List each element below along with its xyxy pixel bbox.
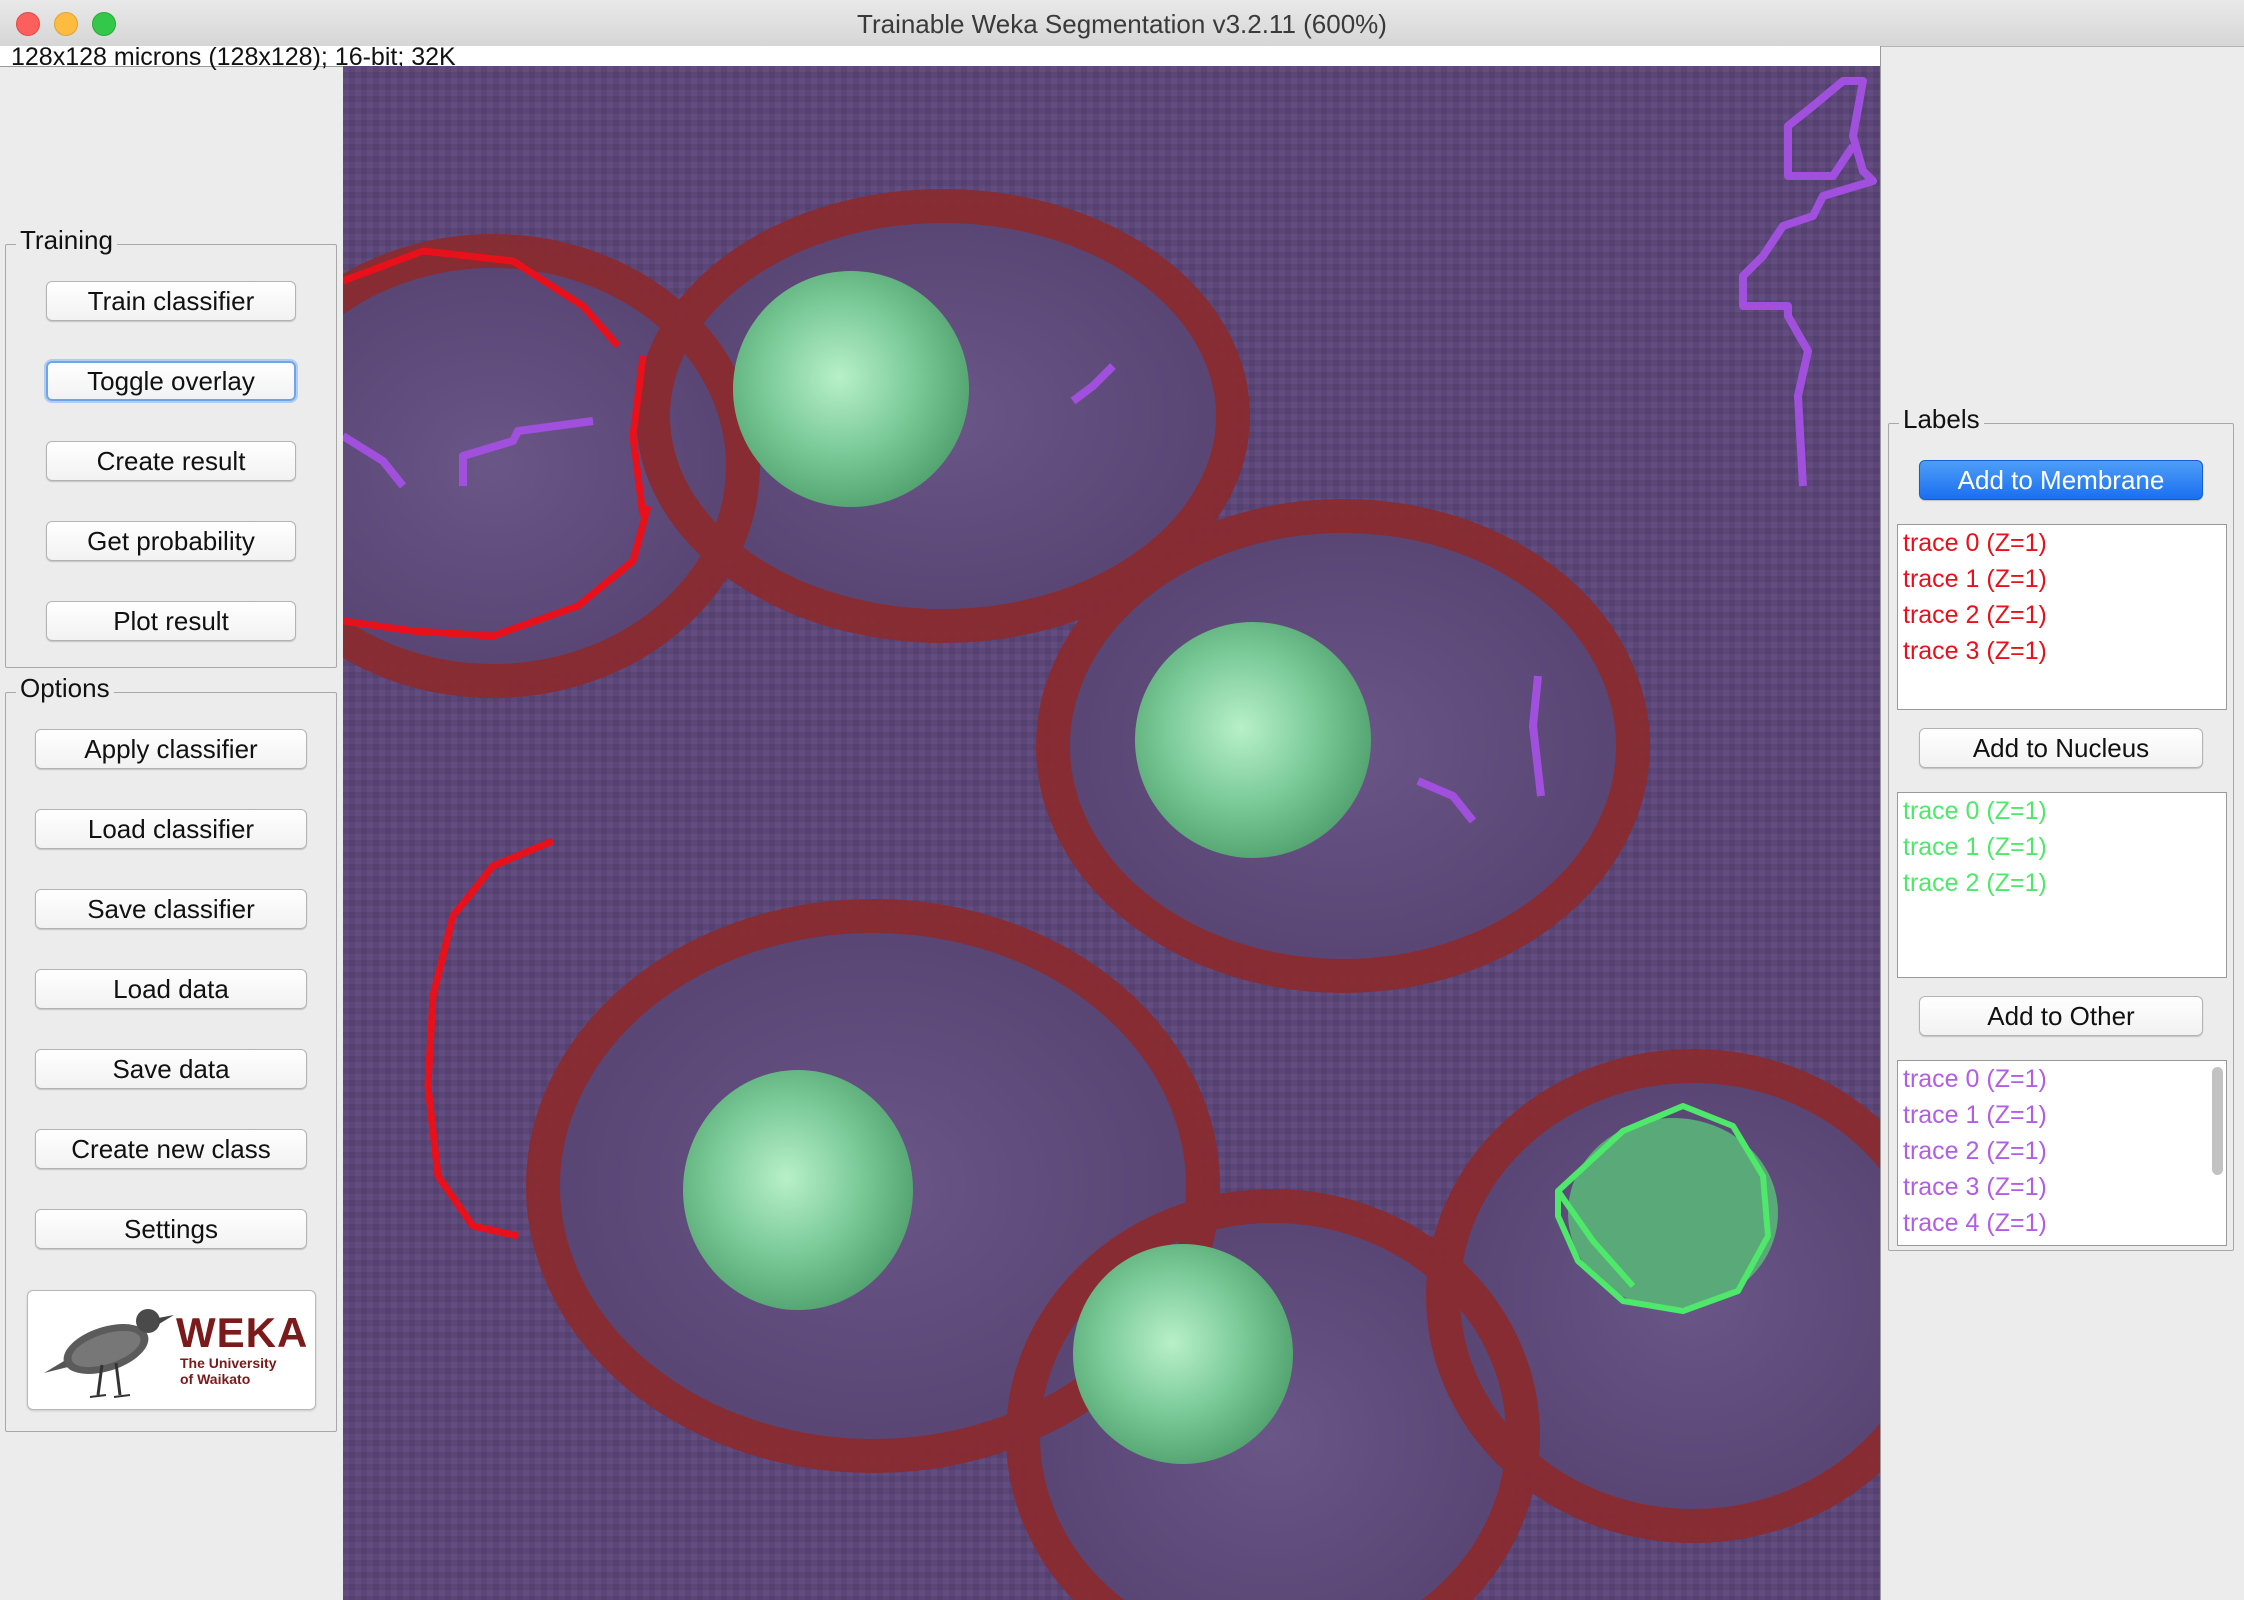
membrane-overlay	[343, 189, 1880, 1600]
membrane-trace-item[interactable]: trace 2 (Z=1)	[1903, 601, 2047, 629]
segmentation-overlay[interactable]	[343, 66, 1880, 1600]
other-trace-list[interactable]: trace 0 (Z=1) trace 1 (Z=1) trace 2 (Z=1…	[1897, 1060, 2227, 1246]
close-window-button[interactable]	[16, 12, 40, 36]
add-to-nucleus-button[interactable]: Add to Nucleus	[1919, 728, 2203, 768]
apply-classifier-button[interactable]: Apply classifier	[35, 729, 307, 769]
other-trace-item[interactable]: trace 0 (Z=1)	[1903, 1065, 2047, 1093]
image-info-bar: 128x128 microns (128x128); 16-bit; 32K	[0, 43, 1881, 71]
image-canvas[interactable]	[343, 66, 1880, 1600]
load-classifier-button[interactable]: Load classifier	[35, 809, 307, 849]
membrane-trace-list[interactable]: trace 0 (Z=1) trace 1 (Z=1) trace 2 (Z=1…	[1897, 524, 2227, 710]
train-classifier-button[interactable]: Train classifier	[46, 281, 296, 321]
other-traces	[343, 77, 1877, 824]
membrane-trace-item[interactable]: trace 1 (Z=1)	[1903, 565, 2047, 593]
save-classifier-button[interactable]: Save classifier	[35, 889, 307, 929]
labels-panel: Labels Add to Membrane trace 0 (Z=1) tra…	[1888, 404, 2234, 1251]
training-panel: Training Train classifier Toggle overlay…	[5, 225, 337, 668]
weka-bird-icon	[44, 1309, 174, 1398]
options-panel: Options Apply classifier Load classifier…	[5, 673, 337, 1432]
other-trace-item[interactable]: trace 1 (Z=1)	[1903, 1101, 2047, 1129]
save-data-button[interactable]: Save data	[35, 1049, 307, 1089]
load-data-button[interactable]: Load data	[35, 969, 307, 1009]
window-title: Trainable Weka Segmentation v3.2.11 (600…	[857, 9, 1387, 39]
toggle-overlay-button[interactable]: Toggle overlay	[46, 361, 296, 401]
membrane-trace-item[interactable]: trace 3 (Z=1)	[1903, 637, 2047, 665]
plot-result-button[interactable]: Plot result	[46, 601, 296, 641]
add-to-other-button[interactable]: Add to Other	[1919, 996, 2203, 1036]
weka-logo-word: WEKA	[176, 1309, 309, 1356]
create-new-class-button[interactable]: Create new class	[35, 1129, 307, 1169]
nucleus-trace-item[interactable]: trace 0 (Z=1)	[1903, 797, 2047, 825]
membrane-trace-item[interactable]: trace 0 (Z=1)	[1903, 529, 2047, 557]
get-probability-button[interactable]: Get probability	[46, 521, 296, 561]
add-to-membrane-button[interactable]: Add to Membrane	[1919, 460, 2203, 500]
create-result-button[interactable]: Create result	[46, 441, 296, 481]
zoom-window-button[interactable]	[92, 12, 116, 36]
other-trace-item[interactable]: trace 2 (Z=1)	[1903, 1137, 2047, 1165]
nucleus-trace-item[interactable]: trace 2 (Z=1)	[1903, 869, 2047, 897]
settings-button[interactable]: Settings	[35, 1209, 307, 1249]
other-list-scrollbar[interactable]	[2210, 1065, 2224, 1241]
weka-logo-subtitle: The University of Waikato	[180, 1355, 276, 1387]
nucleus-overlay	[683, 271, 1778, 1464]
title-bar: Trainable Weka Segmentation v3.2.11 (600…	[0, 0, 2244, 47]
nucleus-traces	[1555, 1103, 1771, 1314]
weka-logo: WEKA The University of Waikato	[27, 1290, 316, 1410]
training-title: Training	[16, 225, 117, 255]
weka-logo-line2: of Waikato	[180, 1371, 251, 1387]
minimize-window-button[interactable]	[54, 12, 78, 36]
other-trace-item[interactable]: trace 4 (Z=1)	[1903, 1209, 2047, 1237]
membrane-traces	[343, 247, 652, 1240]
other-trace-item[interactable]: trace 3 (Z=1)	[1903, 1173, 2047, 1201]
nucleus-trace-item[interactable]: trace 1 (Z=1)	[1903, 833, 2047, 861]
scroll-thumb[interactable]	[2212, 1067, 2223, 1175]
nucleus-trace-list[interactable]: trace 0 (Z=1) trace 1 (Z=1) trace 2 (Z=1…	[1897, 792, 2227, 978]
labels-title: Labels	[1899, 404, 1984, 434]
right-panel-divider	[1880, 46, 1881, 1600]
options-title: Options	[16, 673, 114, 703]
weka-logo-line1: The University	[180, 1355, 277, 1371]
